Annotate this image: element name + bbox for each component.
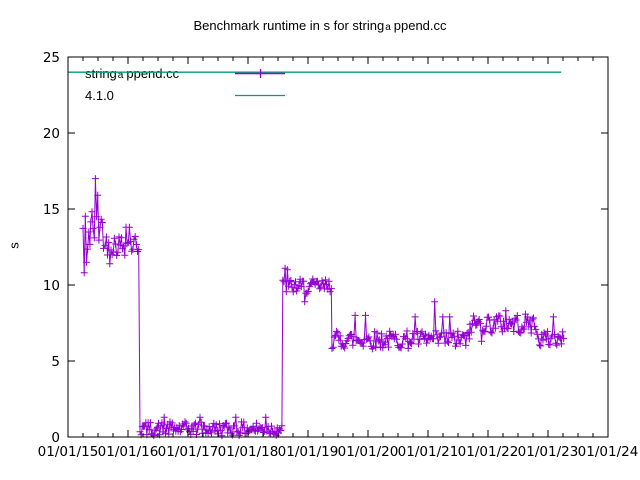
legend-label-subscript: a (117, 70, 124, 81)
legend-item-string-append: string a ppend.cc (85, 66, 179, 81)
chart-title-text-end: ppend.cc (393, 18, 447, 33)
y-tick-label: 5 (51, 354, 60, 370)
y-axis-label: s (6, 242, 22, 249)
x-tick-label: 01/01/16 (98, 444, 159, 460)
legend-item-410: 4.1.0 (85, 88, 114, 103)
x-tick-label: 01/01/22 (458, 444, 519, 460)
legend-label: string (85, 66, 117, 81)
legend-sample-plus-marker (256, 69, 265, 78)
y-tick-label: 15 (43, 202, 60, 218)
y-tick-label: 10 (43, 278, 60, 294)
x-tick-label: 01/01/19 (278, 444, 339, 460)
x-tick-label: 01/01/17 (158, 444, 219, 460)
y-tick-label: 0 (51, 430, 60, 446)
x-tick-label: 01/01/20 (338, 444, 399, 460)
plot-frame (67, 56, 609, 438)
x-tick-label: 01/01/24 (578, 444, 639, 460)
x-tick-label: 01/01/18 (218, 444, 279, 460)
x-tick-label: 01/01/21 (398, 444, 459, 460)
x-tick-label: 01/01/23 (518, 444, 579, 460)
legend-label-end: ppend.cc (126, 66, 180, 81)
chart-title-subscript: a (385, 22, 391, 33)
series-string-append-markers (79, 175, 568, 440)
y-tick-label: 20 (43, 126, 60, 142)
x-tick-label: 01/01/15 (38, 444, 99, 460)
series-string-append-line (82, 178, 565, 437)
legend-label: 4.1.0 (85, 88, 114, 103)
y-tick-label: 25 (43, 50, 60, 66)
chart-title: Benchmark runtime in s for string a ppen… (0, 18, 640, 33)
axis-ticks (67, 56, 609, 438)
chart-title-text: Benchmark runtime in s for string (193, 18, 385, 33)
